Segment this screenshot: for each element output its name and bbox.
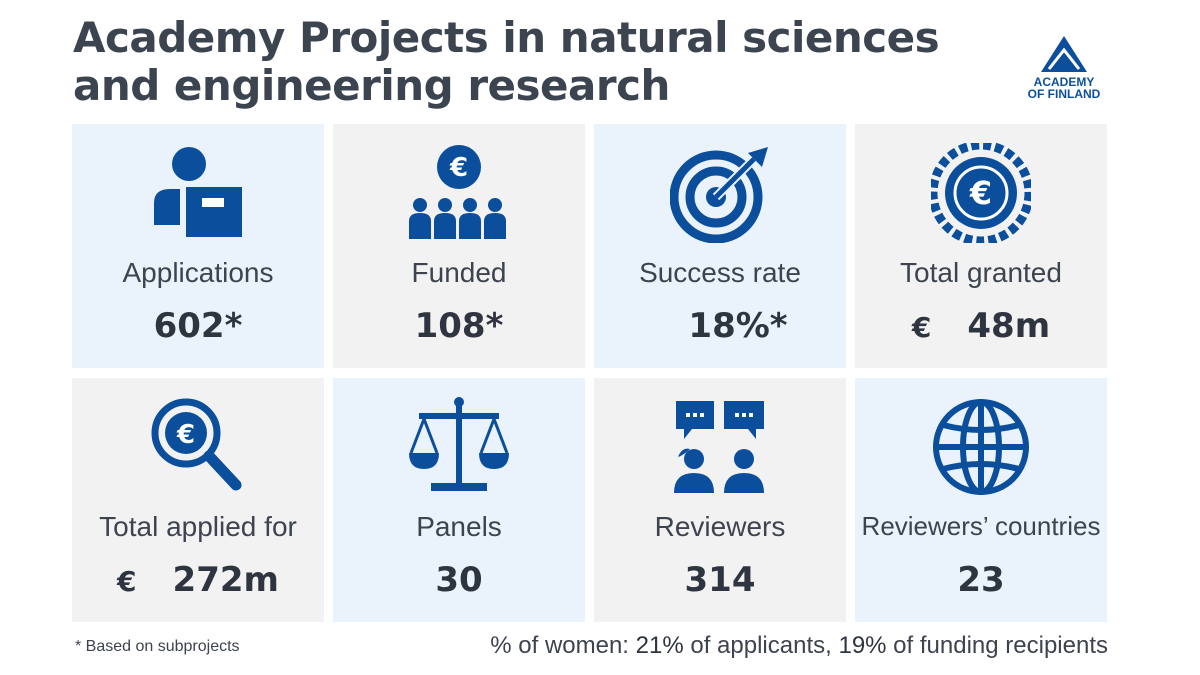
target-icon xyxy=(594,142,846,244)
logo-line2: OF FINLAND xyxy=(1027,87,1101,101)
tile-label: Success rate xyxy=(639,257,801,288)
tile-panels: Panels 30 xyxy=(333,378,585,622)
tile-total-applied: € Total applied for €272m xyxy=(72,378,324,622)
page-title: Academy Projects in natural sciences and… xyxy=(73,13,940,110)
tile-value: 23 xyxy=(957,560,1005,600)
women-applicants-text: of applicants, xyxy=(683,632,839,659)
currency-symbol: € xyxy=(117,565,137,598)
tile-value: €48m xyxy=(855,306,1107,346)
applicant-icon xyxy=(72,142,324,244)
women-applicants-pct: 21% xyxy=(635,632,684,659)
women-recipients-text: of funding recipients xyxy=(886,632,1108,659)
tile-label: Total granted xyxy=(900,257,1062,288)
tile-label: Panels xyxy=(416,511,502,542)
footnote: * Based on subprojects xyxy=(75,638,240,655)
tile-applications: Applications 602* xyxy=(72,124,324,368)
tile-funded: € Funded 108* xyxy=(333,124,585,368)
tile-label: Reviewers xyxy=(654,511,786,542)
scales-icon xyxy=(333,396,585,498)
svg-text:€: € xyxy=(969,174,992,212)
tile-value: 602* xyxy=(153,306,243,346)
tile-value: 30 xyxy=(435,560,483,600)
tile-label: Applications xyxy=(122,257,274,288)
reviewers-icon xyxy=(594,396,846,498)
tile-value: €272m xyxy=(72,560,324,600)
tile-value: 18%* xyxy=(688,306,788,346)
globe-icon xyxy=(855,396,1107,498)
tile-label: Reviewers’ countries xyxy=(861,511,1101,541)
tile-total-granted: € Total granted €48m xyxy=(855,124,1107,368)
value-number: 48 xyxy=(967,306,1015,346)
women-share-note: % of women: 21% of applicants, 19% of fu… xyxy=(490,632,1108,660)
women-recipients-pct: 19% xyxy=(838,632,887,659)
academy-of-finland-logo: ACADEMY OF FINLAND xyxy=(1018,36,1110,108)
euro-coin-icon: € xyxy=(855,142,1107,244)
tile-reviewers-countries: Reviewers’ countries 23 xyxy=(855,378,1107,622)
tile-value: 314 xyxy=(684,560,756,600)
currency-symbol: € xyxy=(911,311,932,344)
women-prefix: % of women: xyxy=(490,632,636,659)
value-unit: m xyxy=(1014,306,1051,346)
logo-triangle-icon xyxy=(1041,36,1087,72)
value-number: 272 xyxy=(172,560,244,600)
euro-search-icon: € xyxy=(72,396,324,498)
tile-value: 108* xyxy=(414,306,504,346)
value-unit: m xyxy=(243,560,279,600)
tile-label: Total applied for xyxy=(99,511,297,542)
tile-success-rate: Success rate 18%* xyxy=(594,124,846,368)
tile-label: Funded xyxy=(411,257,507,288)
funded-group-icon: € xyxy=(333,142,585,244)
svg-text:€: € xyxy=(176,420,195,450)
logo-line1: ACADEMY xyxy=(1033,75,1095,89)
svg-text:€: € xyxy=(449,153,468,183)
tile-reviewers: Reviewers 314 xyxy=(594,378,846,622)
